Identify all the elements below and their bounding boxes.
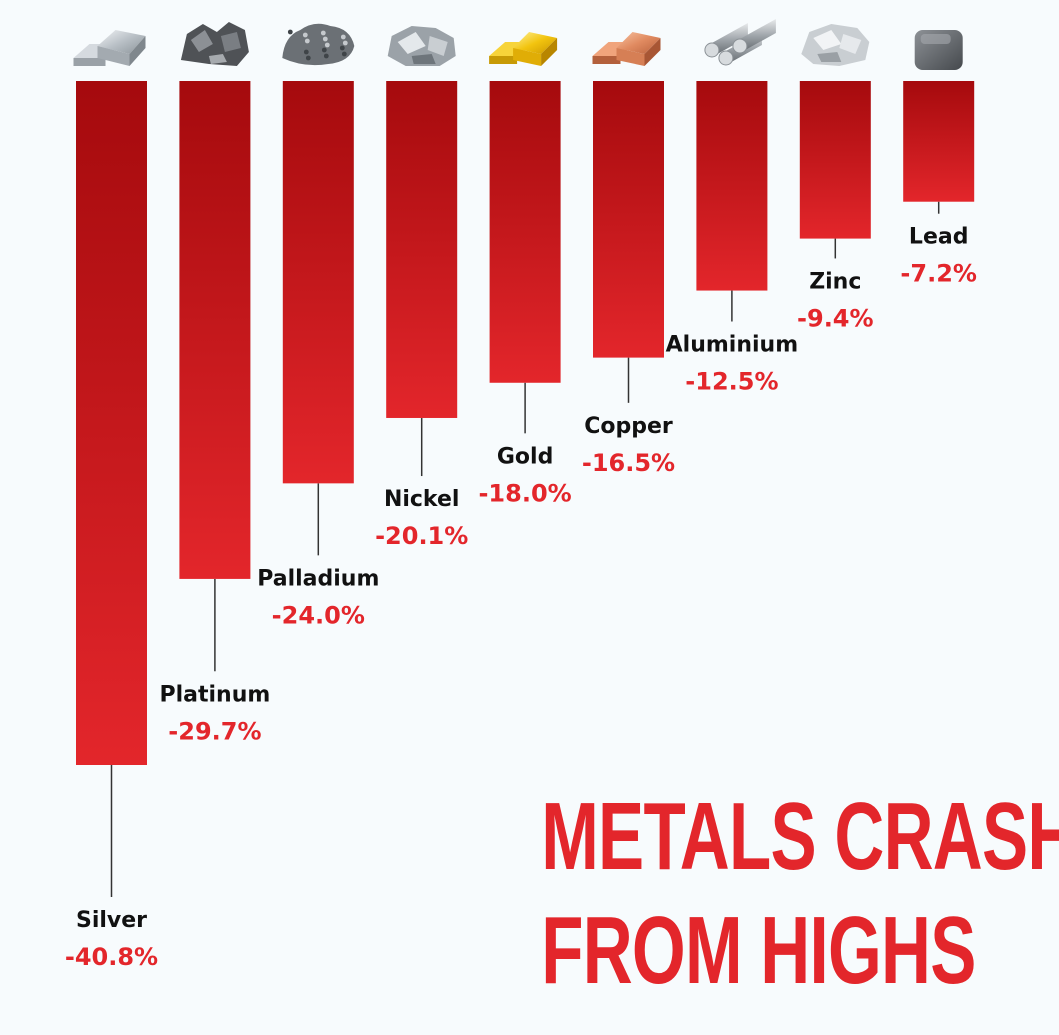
category-label-copper: Copper: [584, 414, 673, 439]
bar-platinum: [179, 81, 251, 579]
value-label-platinum: -29.7%: [168, 717, 261, 745]
category-label-lead: Lead: [909, 225, 969, 250]
lead-cube-icon: [914, 30, 963, 70]
category-label-zinc: Zinc: [809, 269, 861, 294]
bar-aluminium: [696, 81, 768, 291]
value-label-silver: -40.8%: [65, 943, 158, 971]
headline-line-1: METALS CRASH: [541, 783, 1059, 890]
value-label-palladium: -24.0%: [272, 601, 365, 629]
silver-bar-icon: [73, 30, 146, 66]
platinum-nugget-icon: [180, 22, 249, 66]
value-label-nickel: -20.1%: [375, 522, 468, 550]
bar-gold: [489, 81, 561, 383]
aluminium-rods-icon: [704, 19, 776, 66]
nickel-nugget-icon: [387, 26, 456, 66]
category-label-palladium: Palladium: [257, 566, 379, 591]
category-label-aluminium: Aluminium: [666, 332, 798, 357]
value-label-gold: -18.0%: [478, 479, 571, 507]
value-label-aluminium: -12.5%: [685, 367, 778, 395]
bar-lead: [903, 81, 975, 202]
gold-bar-icon: [489, 32, 558, 66]
zinc-chunk-icon: [801, 24, 870, 66]
bar-zinc: [799, 81, 871, 239]
bar-palladium: [282, 81, 354, 484]
copper-bar-icon: [592, 32, 661, 66]
value-label-zinc: -9.4%: [797, 304, 874, 332]
palladium-nugget-icon: [282, 23, 355, 66]
value-label-lead: -7.2%: [900, 260, 977, 288]
bar-nickel: [386, 81, 458, 418]
category-label-silver: Silver: [76, 908, 147, 933]
headline-line-2: FROM HIGHS: [541, 897, 976, 1004]
category-label-nickel: Nickel: [384, 487, 460, 512]
bar-silver: [76, 81, 147, 765]
category-label-gold: Gold: [497, 444, 553, 469]
bar-copper: [593, 81, 664, 358]
value-label-copper: -16.5%: [582, 449, 675, 477]
category-label-platinum: Platinum: [159, 682, 270, 707]
headline: METALS CRASH FROM HIGHS: [541, 780, 1059, 1008]
